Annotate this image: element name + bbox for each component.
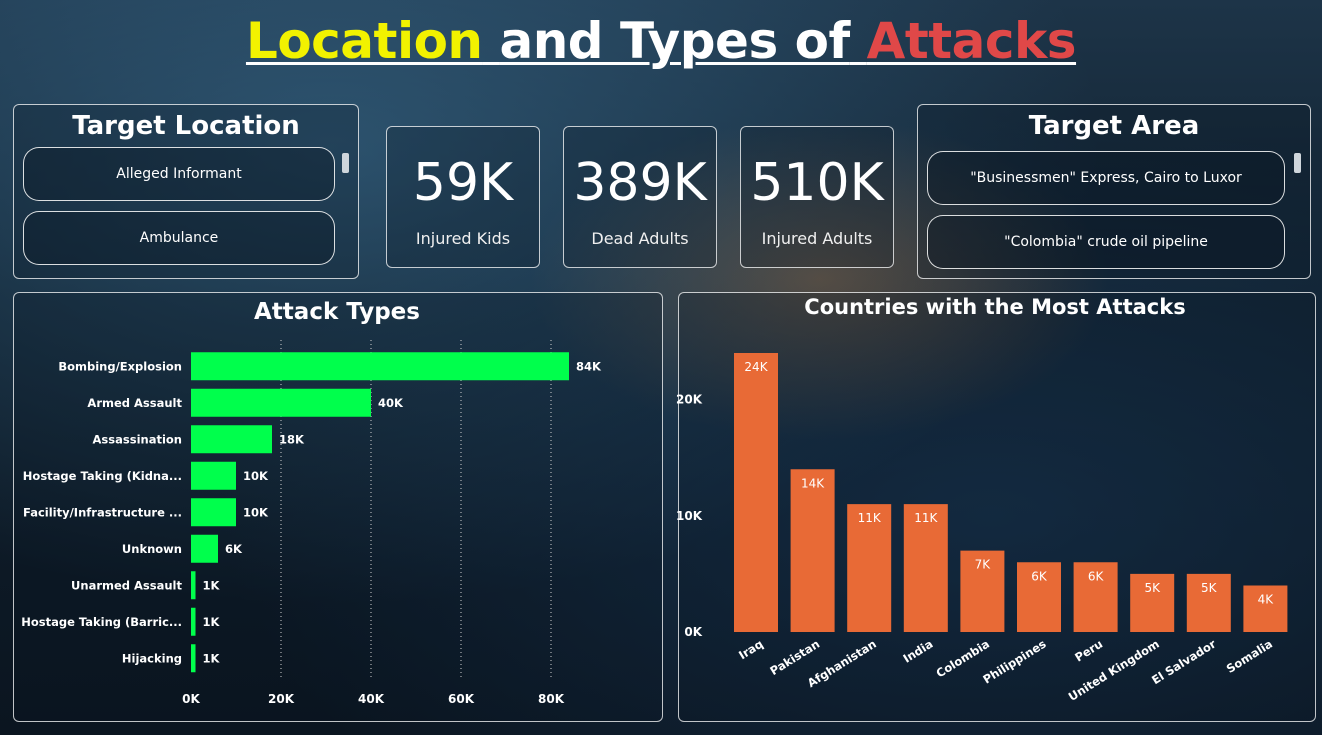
- attack-types-category-label: Facility/Infrastructure ...: [23, 505, 182, 519]
- title-part-location: Location: [245, 12, 483, 70]
- countries-category-label: El Salvador: [1149, 637, 1218, 688]
- countries-category-label: Philippines: [980, 637, 1048, 687]
- countries-category-label: Somalia: [1224, 637, 1275, 676]
- target-area-item-1[interactable]: "Businessmen" Express, Cairo to Luxor: [927, 151, 1285, 205]
- kpi-injured-kids: 59K Injured Kids: [386, 126, 540, 268]
- attack-types-bar[interactable]: [191, 607, 196, 636]
- attack-types-tick-label: 0K: [182, 692, 200, 706]
- countries-bar[interactable]: [1017, 562, 1061, 632]
- target-area-scrollbar[interactable]: [1294, 153, 1301, 173]
- countries-tick-label: 20K: [676, 393, 703, 407]
- attack-types-tick-label: 60K: [448, 692, 475, 706]
- attack-types-data-label: 10K: [243, 469, 269, 483]
- attack-types-category-label: Bombing/Explosion: [58, 359, 182, 373]
- attack-types-bar[interactable]: [191, 461, 236, 490]
- attack-types-data-label: 18K: [279, 432, 305, 446]
- attack-types-data-label: 40K: [378, 396, 404, 410]
- countries-data-label: 6K: [1088, 569, 1105, 583]
- attack-types-data-label: 1K: [203, 615, 221, 629]
- target-location-item-1[interactable]: Alleged Informant: [23, 147, 335, 201]
- kpi-value: 389K: [573, 153, 707, 213]
- kpi-value: 510K: [750, 153, 884, 213]
- countries-bar[interactable]: [847, 504, 892, 632]
- countries-title: Countries with the Most Attacks: [804, 295, 1185, 319]
- attack-types-bar[interactable]: [191, 425, 272, 454]
- countries-panel: [678, 292, 1316, 722]
- target-area-slicer: Target Area "Businessmen" Express, Cairo…: [917, 104, 1311, 279]
- countries-data-label: 6K: [1031, 569, 1048, 583]
- attack-types-title: Attack Types: [254, 299, 420, 325]
- attack-types-chart: Attack Types 0K 20K 40K 60K 80K Bombing/Explos…: [21, 299, 602, 706]
- countries-bar[interactable]: [734, 353, 778, 632]
- countries-bar[interactable]: [1186, 573, 1231, 632]
- target-location-title: Target Location: [72, 111, 300, 141]
- kpi-label: Injured Kids: [415, 229, 511, 248]
- countries-category-label: Peru: [1072, 637, 1105, 665]
- kpi-dead-adults: 389K Dead Adults: [563, 126, 717, 268]
- attack-types-bar[interactable]: [191, 644, 196, 673]
- title-part-middle: and Types of: [499, 12, 850, 70]
- attack-types-data-label: 6K: [225, 542, 243, 556]
- attack-types-tick-label: 40K: [358, 692, 385, 706]
- target-location-slicer: Target Location Alleged Informant Ambula…: [13, 104, 359, 279]
- attack-types-tick-label: 80K: [538, 692, 565, 706]
- countries-data-label: 4K: [1258, 593, 1275, 607]
- countries-category-label: Iraq: [736, 637, 765, 663]
- countries-data-label: 11K: [858, 511, 882, 525]
- target-location-scrollbar[interactable]: [342, 153, 349, 173]
- attack-types-category-label: Hijacking: [122, 651, 182, 665]
- attack-types-data-label: 10K: [243, 505, 269, 519]
- countries-bar[interactable]: [960, 550, 1005, 632]
- kpi-label: Injured Adults: [761, 229, 873, 248]
- countries-data-label: 5K: [1144, 581, 1161, 595]
- countries-chart: Countries with the Most Attacks 0K 10K 20K 2…: [676, 295, 1288, 704]
- countries-category-label: India: [900, 637, 935, 666]
- attack-types-bar[interactable]: [191, 388, 371, 417]
- countries-data-label: 14K: [801, 476, 825, 490]
- attack-types-category-label: Hostage Taking (Barric...: [21, 615, 182, 629]
- countries-bar[interactable]: [903, 504, 948, 632]
- countries-data-label: 24K: [744, 360, 768, 374]
- countries-data-label: 5K: [1201, 581, 1218, 595]
- target-area-item-2[interactable]: "Colombia" crude oil pipeline: [927, 215, 1285, 269]
- page-title: Location and Types of Attacks: [0, 12, 1322, 70]
- countries-tick-label: 0K: [684, 625, 702, 639]
- countries-data-label: 11K: [914, 511, 938, 525]
- title-part-attacks: Attacks: [866, 12, 1077, 70]
- attack-types-category-label: Unarmed Assault: [71, 578, 182, 592]
- attack-types-category-label: Assassination: [93, 432, 182, 446]
- kpi-label: Dead Adults: [591, 229, 689, 248]
- attack-types-data-label: 1K: [203, 578, 221, 592]
- countries-bar[interactable]: [1130, 573, 1175, 632]
- attack-types-bar[interactable]: [191, 534, 218, 563]
- target-area-title: Target Area: [1028, 111, 1200, 141]
- countries-tick-label: 10K: [676, 509, 703, 523]
- countries-bar[interactable]: [1073, 562, 1118, 632]
- target-location-item-2[interactable]: Ambulance: [23, 211, 335, 265]
- kpi-value: 59K: [412, 153, 514, 213]
- attack-types-bar[interactable]: [191, 352, 569, 381]
- countries-bar[interactable]: [1243, 585, 1288, 633]
- kpi-injured-adults: 510K Injured Adults: [740, 126, 894, 268]
- attack-types-category-label: Hostage Taking (Kidna...: [23, 469, 182, 483]
- countries-bar[interactable]: [790, 469, 835, 632]
- attack-types-category-label: Armed Assault: [87, 396, 182, 410]
- attack-types-tick-label: 20K: [268, 692, 295, 706]
- countries-data-label: 7K: [975, 558, 992, 572]
- attack-types-bar[interactable]: [191, 571, 196, 600]
- attack-types-category-label: Unknown: [122, 542, 182, 556]
- attack-types-bar[interactable]: [191, 498, 236, 527]
- attack-types-data-label: 1K: [203, 651, 221, 665]
- attack-types-data-label: 84K: [576, 359, 602, 373]
